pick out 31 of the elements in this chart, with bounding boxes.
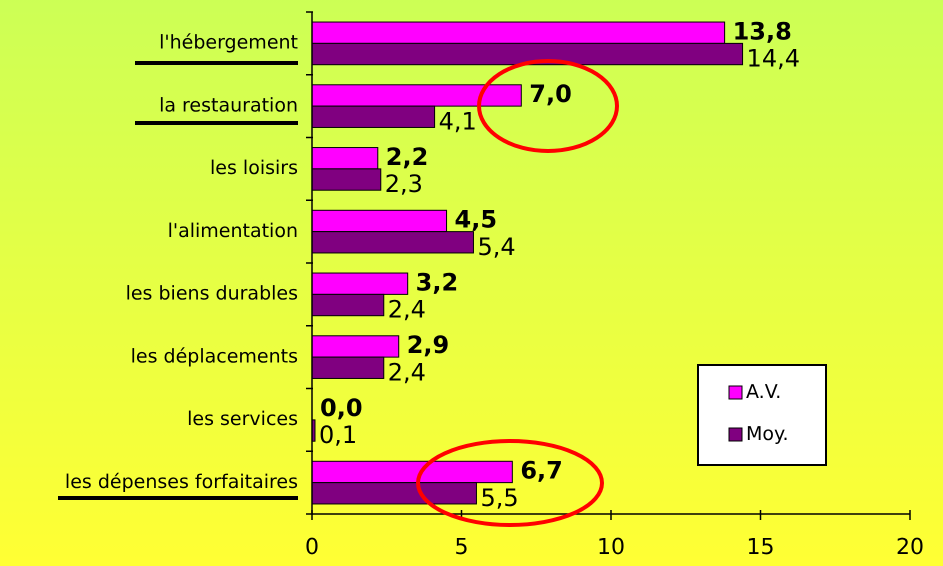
data-label: 14,4 xyxy=(746,44,800,73)
data-label: 2,4 xyxy=(388,296,426,324)
data-label: 2,2 xyxy=(386,142,428,171)
data-label: 2,4 xyxy=(388,358,426,386)
x-tick-label: 10 xyxy=(597,535,625,560)
data-label: 6,7 xyxy=(520,456,563,485)
data-label: 5,4 xyxy=(477,232,516,261)
y-tick-label: l'hébergement xyxy=(159,32,298,54)
data-label: 2,9 xyxy=(406,331,450,360)
x-tick-label: 15 xyxy=(746,535,774,560)
data-label: 3,2 xyxy=(416,268,458,296)
x-tick-label: 0 xyxy=(305,535,319,560)
x-tick-label: 5 xyxy=(454,535,468,560)
data-label: 13,8 xyxy=(732,17,792,46)
data-label: 5,5 xyxy=(480,484,519,512)
y-tick-label: les dépenses forfaitaires xyxy=(64,470,298,493)
y-tick-label: les biens durables xyxy=(126,282,298,305)
x-tick-label: 20 xyxy=(896,535,924,560)
data-label: 0,1 xyxy=(318,421,358,450)
legend-label: A.V. xyxy=(746,381,782,404)
y-tick-label: la restauration xyxy=(159,94,298,116)
data-label: 4,5 xyxy=(454,206,498,234)
data-label: 2,3 xyxy=(384,170,423,198)
data-label: 4,1 xyxy=(438,107,477,136)
y-tick-label: les services xyxy=(187,408,298,430)
y-tick-label: l'alimentation xyxy=(168,220,298,242)
data-label: 0,0 xyxy=(320,394,363,422)
data-label: 7,0 xyxy=(529,80,572,108)
legend-label: Moy. xyxy=(746,423,789,446)
y-tick-label: les loisirs xyxy=(210,157,298,180)
y-tick-label: les déplacements xyxy=(130,345,298,368)
